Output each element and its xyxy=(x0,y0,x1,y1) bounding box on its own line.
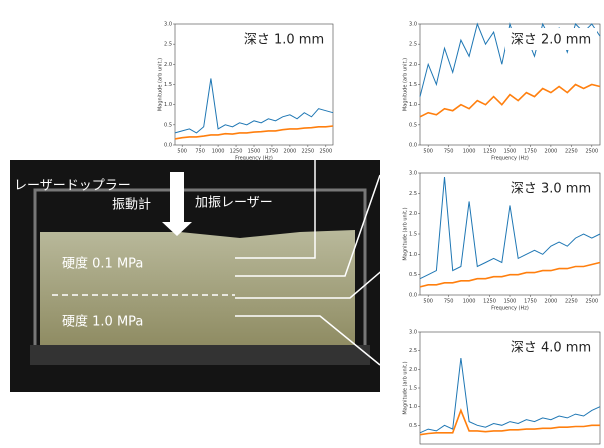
chart-title: 深さ 2.0 mm xyxy=(511,33,591,48)
series-line xyxy=(419,177,601,280)
series-line xyxy=(419,261,601,288)
x-axis-label: Frequency (Hz) xyxy=(491,156,529,162)
y-tick-label: 1.5 xyxy=(164,82,172,88)
y-axis-label: Magnitude (arb unit.) xyxy=(403,361,409,414)
x-tick-label: 2250 xyxy=(565,299,578,305)
connector xyxy=(235,174,381,277)
base xyxy=(30,345,370,365)
y-tick-label: 1.5 xyxy=(409,232,417,238)
connector xyxy=(235,267,386,299)
y-tick-label: 3.0 xyxy=(409,330,417,336)
y-axis-label: Magnitude (arb unit.) xyxy=(403,207,409,260)
series-line xyxy=(419,408,600,436)
series-line xyxy=(419,83,601,118)
photo-label: レーザードップラー xyxy=(14,179,131,194)
x-tick-label: 2000 xyxy=(284,149,297,155)
x-tick-label: 750 xyxy=(444,299,454,305)
y-tick-label: 1.0 xyxy=(409,404,417,410)
title-box xyxy=(505,28,597,50)
y-tick-label: 2.0 xyxy=(164,62,172,68)
connector xyxy=(235,148,316,259)
y-tick-label: 2.5 xyxy=(409,348,417,354)
y-tick-label: 0.5 xyxy=(164,122,172,128)
x-tick-label: 500 xyxy=(177,149,187,155)
y-tick-label: 2.5 xyxy=(409,42,417,48)
x-tick-label: 2000 xyxy=(545,149,558,155)
x-tick-label: 750 xyxy=(195,149,205,155)
y-tick-label: 1.0 xyxy=(409,102,417,108)
y-tick-label: 2.0 xyxy=(409,62,417,68)
photo-label: 硬度 1.0 MPa xyxy=(62,314,143,330)
x-tick-label: 2500 xyxy=(585,299,598,305)
x-tick-label: 1000 xyxy=(463,149,476,155)
title-box xyxy=(505,177,597,199)
y-tick-label: 2.0 xyxy=(409,367,417,373)
x-tick-label: 1750 xyxy=(524,299,537,305)
chart-title: 深さ 3.0 mm xyxy=(511,182,591,197)
y-tick-label: 1.5 xyxy=(409,82,417,88)
x-tick-label: 2500 xyxy=(319,149,332,155)
y-tick-label: 0.5 xyxy=(409,272,417,278)
y-tick-label: 0.5 xyxy=(409,122,417,128)
x-tick-label: 1250 xyxy=(483,149,496,155)
title-box xyxy=(238,28,330,50)
y-tick-label: 0.0 xyxy=(409,143,417,149)
y-tick-label: 1.0 xyxy=(164,102,172,108)
x-tick-label: 500 xyxy=(423,149,433,155)
series-line xyxy=(174,125,334,140)
y-tick-label: 0.0 xyxy=(164,143,172,149)
x-tick-label: 1750 xyxy=(524,149,537,155)
y-axis-label: Magnitude (arb unit.) xyxy=(403,58,409,111)
x-tick-label: 1500 xyxy=(248,149,261,155)
chart: 0.0 0.5 1.0 1.5 2.0 2.5 3.0 500 750 1000 1250 1500 1… xyxy=(403,22,601,162)
x-tick-label: 500 xyxy=(423,299,433,305)
chart-title: 深さ 1.0 mm xyxy=(244,33,324,48)
y-tick-label: 1.0 xyxy=(409,252,417,258)
chart-title: 深さ 4.0 mm xyxy=(511,341,591,356)
x-tick-label: 2000 xyxy=(545,299,558,305)
chart: 0.0 0.5 1.0 1.5 2.0 2.5 3.0 500 750 1000 1250 1500 1… xyxy=(158,22,334,162)
y-tick-label: 3.0 xyxy=(164,22,172,28)
x-tick-label: 2250 xyxy=(301,149,314,155)
x-tick-label: 1250 xyxy=(483,299,496,305)
y-tick-label: 0.5 xyxy=(409,423,417,429)
y-tick-label: 2.0 xyxy=(409,211,417,217)
photo-label: 硬度 0.1 MPa xyxy=(62,256,143,272)
x-tick-label: 1500 xyxy=(504,299,517,305)
chart: 0.5 1.0 1.5 2.0 2.5 3.0 Magnitude (arb unit.) 深… xyxy=(403,330,601,445)
x-tick-label: 2500 xyxy=(585,149,598,155)
x-tick-label: 750 xyxy=(444,149,454,155)
x-tick-label: 1250 xyxy=(230,149,243,155)
x-axis-label: Frequency (Hz) xyxy=(491,306,529,312)
x-tick-label: 1750 xyxy=(266,149,279,155)
y-tick-label: 1.5 xyxy=(409,386,417,392)
connector xyxy=(235,315,381,366)
y-tick-label: 2.5 xyxy=(409,191,417,197)
x-tick-label: 1000 xyxy=(463,299,476,305)
y-axis-label: Magnitude (arb unit.) xyxy=(158,58,164,111)
series-line xyxy=(419,358,601,434)
x-tick-label: 1500 xyxy=(504,149,517,155)
y-tick-label: 3.0 xyxy=(409,171,417,177)
chart: 0.0 0.5 1.0 1.5 2.0 2.5 3.0 500 750 1000 1250 1500 1… xyxy=(403,171,601,312)
title-box xyxy=(505,336,597,358)
photo-label: 振動計 xyxy=(112,197,151,213)
photo-label: 加振レーザー xyxy=(195,196,273,211)
y-tick-label: 3.0 xyxy=(409,22,417,28)
photo: レーザードップラー 振動計 加振レーザー 硬度 0.1 MPa 硬度 1.0 M… xyxy=(10,148,386,392)
x-tick-label: 1000 xyxy=(212,149,225,155)
x-tick-label: 2250 xyxy=(565,149,578,155)
series-line xyxy=(174,78,334,134)
x-axis-label: Frequency (Hz) xyxy=(235,156,273,162)
y-tick-label: 0.0 xyxy=(409,293,417,299)
y-tick-label: 2.5 xyxy=(164,42,172,48)
laser-arrow xyxy=(162,172,192,236)
